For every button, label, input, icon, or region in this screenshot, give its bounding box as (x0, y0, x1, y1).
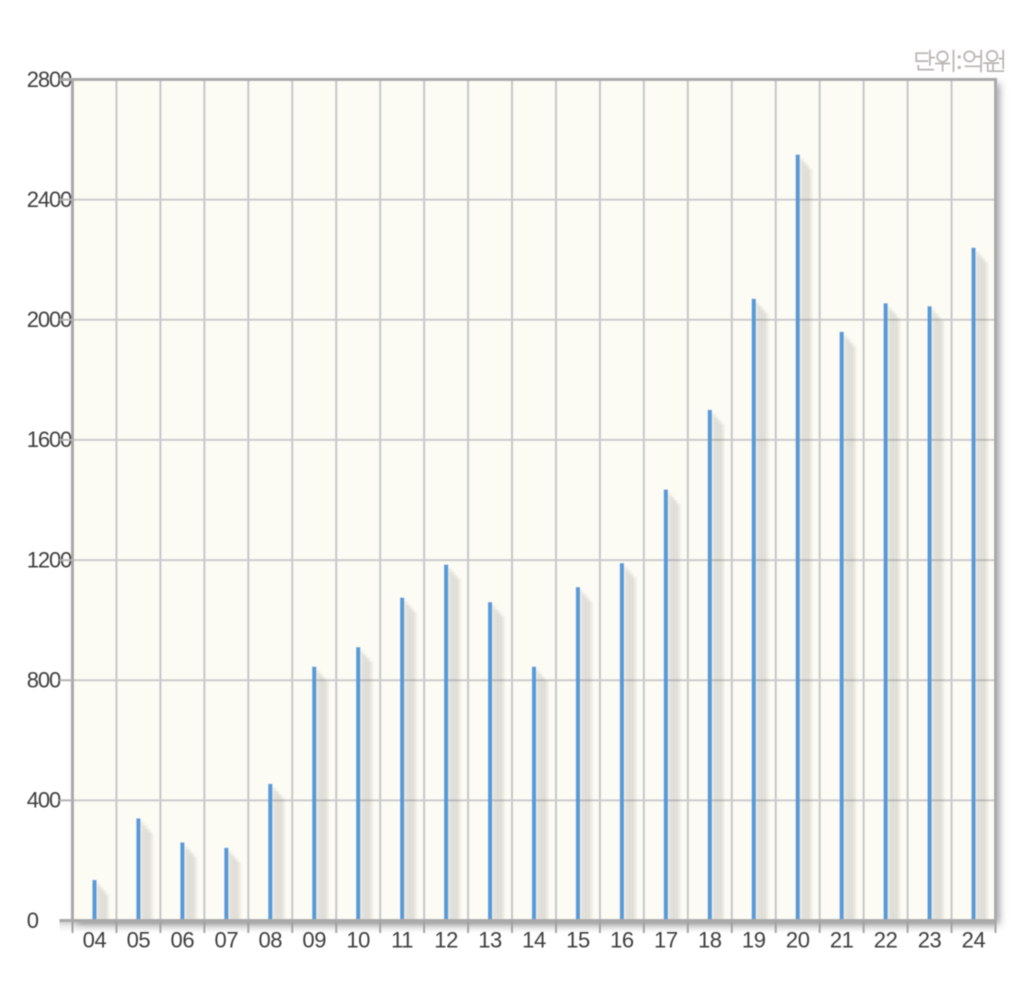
svg-text:800: 800 (27, 668, 61, 693)
svg-text:11: 11 (391, 928, 413, 953)
svg-text:15: 15 (566, 928, 590, 953)
svg-text:20: 20 (786, 928, 810, 953)
svg-text:22: 22 (874, 928, 898, 953)
svg-text:09: 09 (302, 928, 326, 953)
svg-text:16: 16 (610, 928, 634, 953)
svg-text:14: 14 (522, 928, 546, 953)
svg-text:10: 10 (346, 928, 370, 953)
svg-text:07: 07 (214, 928, 238, 953)
svg-text:0: 0 (27, 908, 39, 933)
svg-text:04: 04 (83, 928, 107, 953)
svg-text:08: 08 (258, 928, 282, 953)
svg-text:23: 23 (918, 928, 942, 953)
svg-text:19: 19 (742, 928, 766, 953)
svg-text:17: 17 (654, 928, 678, 953)
svg-text:18: 18 (698, 928, 722, 953)
svg-text:12: 12 (434, 928, 458, 953)
svg-text:13: 13 (478, 928, 502, 953)
svg-text:24: 24 (962, 928, 986, 953)
svg-text:21: 21 (830, 928, 854, 953)
svg-text:06: 06 (171, 928, 195, 953)
svg-text:400: 400 (27, 788, 61, 813)
svg-text:05: 05 (127, 928, 151, 953)
